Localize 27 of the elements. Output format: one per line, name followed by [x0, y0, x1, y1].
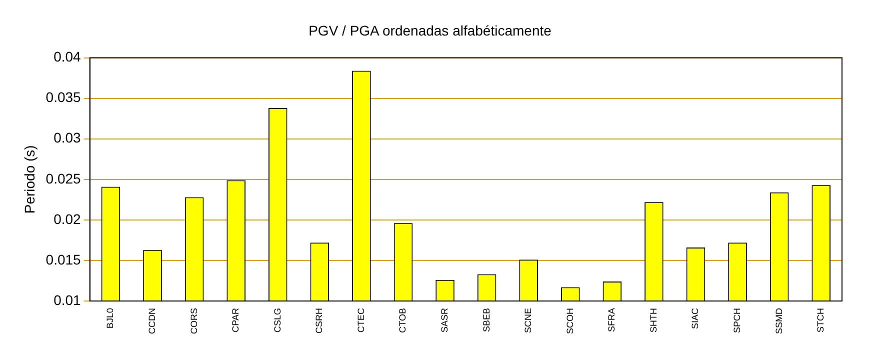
- x-tick-label: SIAC: [690, 308, 700, 330]
- y-axis-title: Periodo (s): [21, 145, 38, 214]
- x-tick-label: STCH: [816, 308, 826, 332]
- x-tick-label: SBEB: [481, 308, 492, 332]
- x-tick-label: CSLG: [272, 308, 282, 333]
- x-tick-label: CCDN: [147, 308, 157, 334]
- x-tick-label: SSMD: [774, 308, 784, 334]
- y-tick-label: 0.015: [46, 251, 82, 268]
- x-tick-label: SCNE: [523, 308, 534, 334]
- x-tick-label: SPCH: [732, 308, 742, 334]
- y-tick-label: 0.04: [54, 48, 82, 65]
- x-tick-label: SHTH: [648, 308, 658, 332]
- y-tick-label: 0.01: [54, 292, 82, 308]
- x-tick-label: CTOB: [398, 308, 408, 333]
- x-tick-label: CTEC: [356, 308, 366, 332]
- x-tick-label: CSRH: [314, 308, 324, 334]
- y-tick-label: 0.03: [54, 130, 82, 146]
- x-tick-label: SFRA: [606, 308, 617, 332]
- x-tick-label: SASR: [440, 308, 450, 333]
- x-tick-label: CPAR: [230, 308, 241, 332]
- x-tick-label: CORS: [188, 308, 199, 334]
- x-tick-label: BJL0: [105, 308, 116, 329]
- y-tick-label: 0.025: [46, 170, 82, 186]
- x-tick-label: SCOH: [564, 308, 575, 334]
- y-tick-label: 0.035: [46, 89, 82, 106]
- chart-title: PGV / PGA ordenadas alfabéticamente: [308, 22, 552, 38]
- y-tick-label: 0.02: [54, 210, 82, 227]
